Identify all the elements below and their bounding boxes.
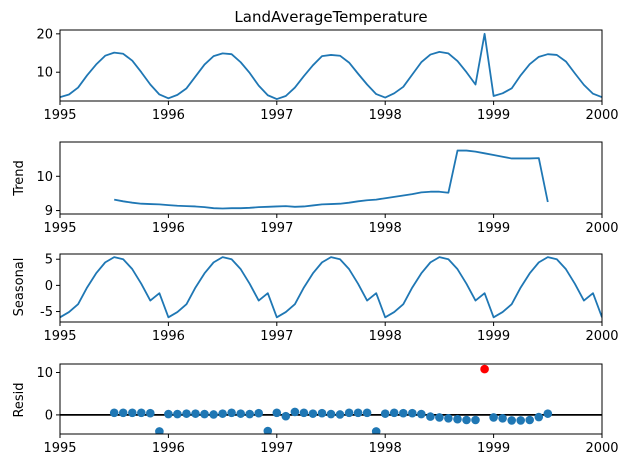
y-tick-label: 9: [45, 204, 53, 219]
resid-point: [534, 412, 544, 422]
resid-point: [182, 409, 191, 418]
resid-point: [236, 409, 245, 418]
observed-panel: LandAverageTemperature 1995 1996 1997 1998 1…: [36, 8, 618, 123]
x-tick-label: 1996: [152, 441, 185, 456]
resid-point: [164, 409, 173, 419]
x-tick-label: 1999: [477, 221, 510, 236]
resid-point: [155, 427, 164, 434]
resid-point: [146, 408, 155, 418]
x-tick-label: 1997: [260, 441, 293, 456]
resid-point: [109, 408, 119, 418]
resid-point: [408, 408, 417, 418]
resid-point: [507, 416, 516, 425]
x-tick-label: 1998: [369, 108, 402, 123]
resid-point: [317, 408, 327, 418]
y-tick-label: -5: [40, 305, 53, 320]
resid-point: [543, 409, 553, 418]
resid-point: [128, 408, 137, 418]
resid-point: [426, 412, 435, 421]
resid-point: [173, 409, 182, 419]
y-tick-label: 10: [36, 170, 53, 185]
x-tick-label: 1997: [260, 108, 293, 123]
x-tick-label: 1999: [477, 441, 510, 456]
y-tick-label: 20: [36, 27, 53, 42]
y-tick-label: 0: [45, 408, 53, 423]
seasonal-axes-frame: [59, 253, 603, 323]
trend-series-line: [114, 149, 549, 210]
y-tick-label: 5: [45, 253, 53, 268]
resid-point: [137, 408, 146, 418]
resid-point: [380, 409, 390, 418]
resid-point: [209, 410, 218, 419]
resid-point: [389, 408, 399, 418]
resid-point: [435, 413, 444, 422]
observed-title: LandAverageTemperature: [234, 8, 427, 26]
resid-point: [453, 414, 462, 424]
x-tick-label: 1998: [369, 221, 402, 236]
resid-point: [245, 409, 254, 419]
resid-point: [444, 414, 453, 423]
resid-point: [308, 409, 318, 418]
observed-series-line: [60, 32, 602, 100]
x-tick-label: 1995: [43, 221, 76, 236]
resid-axes-frame: [59, 363, 603, 435]
resid-point: [227, 408, 236, 418]
trend-panel: Trend 1995 1996 1997 1998 1999 2000 9 10: [12, 141, 619, 236]
resid-point: [263, 426, 273, 434]
resid-point: [353, 408, 363, 418]
x-tick-label: 2000: [585, 108, 618, 123]
x-tick-label: 1996: [152, 221, 185, 236]
x-tick-label: 1999: [477, 108, 510, 123]
resid-outlier-point: [480, 364, 489, 374]
x-tick-label: 1995: [43, 108, 76, 123]
resid-point: [299, 408, 309, 418]
x-tick-label: 1997: [260, 221, 293, 236]
resid-point: [272, 408, 282, 418]
resid-point: [118, 408, 128, 418]
resid-point: [516, 416, 525, 425]
resid-point: [200, 409, 209, 419]
resid-point: [326, 409, 336, 419]
x-tick-label: 1998: [369, 329, 402, 344]
x-tick-label: 2000: [585, 441, 618, 456]
seasonal-series-line: [60, 256, 602, 319]
seasonal-panel: Seasonal 1995 1996 1997 1998 1999 2000 -5 0 5: [12, 253, 619, 344]
resid-panel: Resid 1995 1996 1997 1998 1999 2000 0 10: [12, 363, 619, 456]
resid-point: [281, 411, 291, 421]
x-tick-label: 2000: [585, 221, 618, 236]
resid-ylabel: Resid: [12, 382, 27, 417]
y-tick-label: 0: [45, 279, 53, 294]
resid-point: [218, 409, 227, 418]
resid-point: [525, 415, 534, 425]
resid-point: [471, 415, 480, 425]
resid-point: [498, 414, 507, 423]
trend-ylabel: Trend: [12, 160, 27, 197]
trend-axes-frame: [59, 141, 603, 215]
resid-point: [290, 407, 300, 417]
y-tick-label: 10: [36, 66, 53, 81]
resid-point: [335, 410, 345, 419]
resid-point: [371, 427, 381, 434]
resid-point: [362, 408, 372, 418]
resid-point: [344, 408, 354, 418]
resid-point: [399, 408, 408, 418]
x-tick-label: 1995: [43, 329, 76, 344]
x-tick-label: 1996: [152, 108, 185, 123]
x-tick-label: 2000: [585, 329, 618, 344]
x-tick-label: 1998: [369, 441, 402, 456]
x-tick-label: 1995: [43, 441, 76, 456]
resid-point: [191, 409, 200, 418]
resid-point: [489, 413, 498, 422]
resid-point: [417, 409, 426, 419]
observed-axes-frame: [59, 29, 603, 102]
resid-point: [254, 408, 263, 418]
seasonal-ylabel: Seasonal: [12, 258, 27, 317]
resid-point: [462, 415, 471, 425]
x-tick-label: 1999: [477, 329, 510, 344]
x-tick-label: 1997: [260, 329, 293, 344]
y-tick-label: 10: [36, 366, 53, 381]
x-tick-label: 1996: [152, 329, 185, 344]
